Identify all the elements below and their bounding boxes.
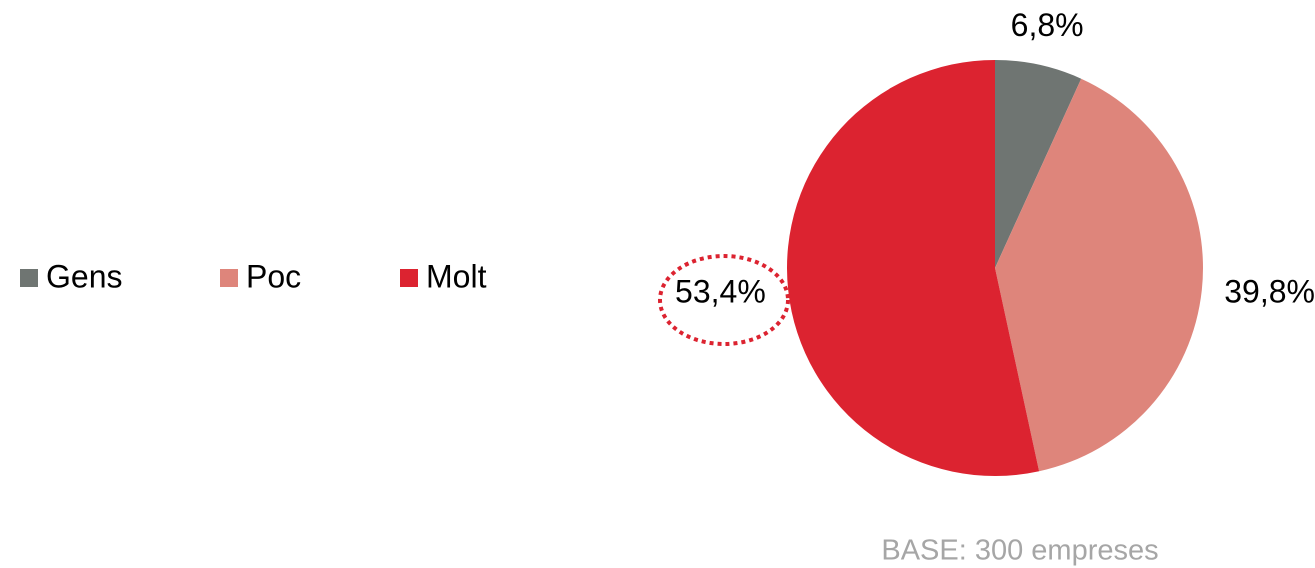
annotation: BASE: 300 empreses: [881, 535, 1158, 567]
legend-label: Molt: [426, 258, 487, 294]
data-label: 6,8%: [1011, 7, 1084, 43]
pie-slice: [787, 60, 1040, 476]
highlight-circle: [658, 254, 790, 346]
data-label: 39,8%: [1224, 274, 1315, 310]
legend-label: Poc: [246, 258, 301, 294]
data-label: 53,4%: [675, 274, 766, 310]
pie-slice: [995, 78, 1204, 472]
legend-swatch: [400, 269, 418, 287]
legend-label: Gens: [46, 258, 122, 294]
pie-slice: [995, 60, 1082, 268]
legend-swatch: [20, 269, 38, 287]
legend-swatch: [220, 269, 238, 287]
